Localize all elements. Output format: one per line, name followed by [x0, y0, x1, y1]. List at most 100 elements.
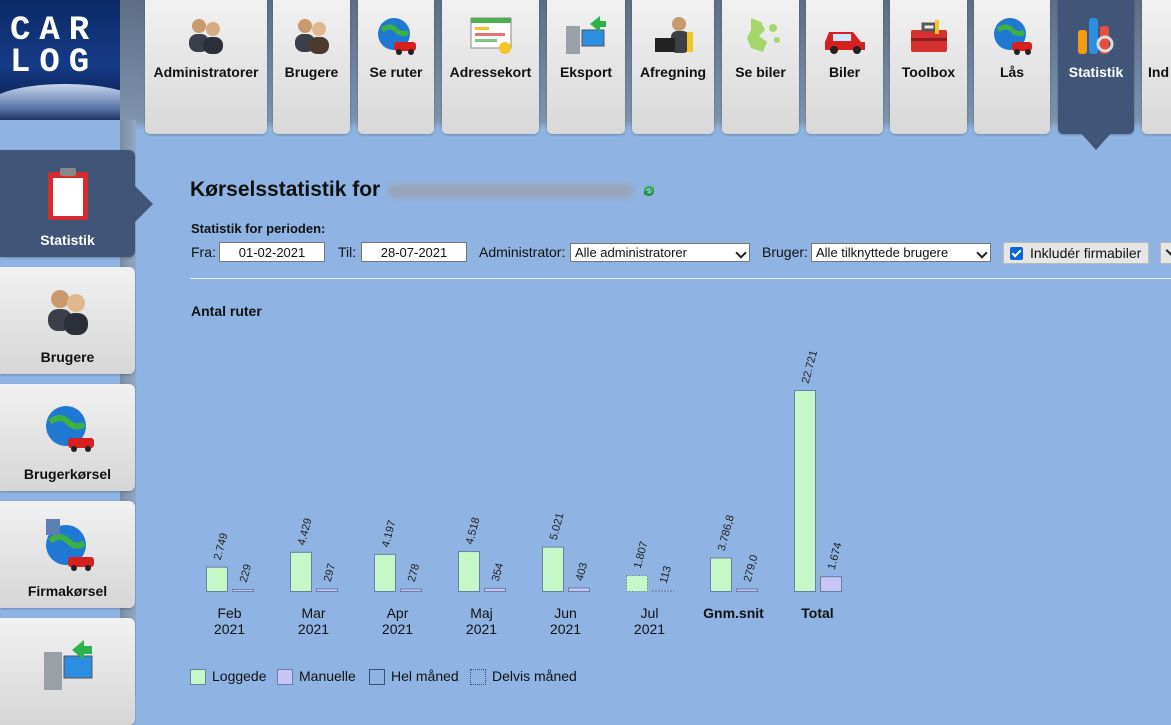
category-year-label: 2021: [634, 621, 665, 637]
legend-label: Loggede: [212, 668, 267, 684]
legend-swatch: [190, 669, 206, 685]
bar-manuelle: [484, 587, 506, 592]
bar-loggede: [458, 551, 480, 593]
tab-brugere[interactable]: Brugere: [273, 0, 350, 134]
legend-swatch: [470, 669, 486, 685]
tab-toolbox[interactable]: Toolbox: [890, 0, 967, 134]
users-icon: [47, 290, 88, 335]
sidebar-item-statistik[interactable]: Statistik: [0, 150, 135, 257]
data-label: 297: [322, 562, 338, 583]
data-label: 4.197: [380, 519, 399, 549]
tab-indstillinger[interactable]: Ind: [1142, 0, 1171, 134]
sidebar-item-label: Firmakørsel: [27, 583, 108, 599]
to-date-input[interactable]: [361, 242, 467, 262]
legend-label: Delvis måned: [492, 668, 577, 684]
tab-se-ruter[interactable]: Se ruter: [358, 0, 434, 134]
tab-label: Se ruter: [369, 64, 423, 80]
category-year-label: 2021: [550, 621, 581, 637]
map-icon: [746, 18, 780, 52]
data-label: 3.786,8: [716, 514, 737, 553]
bar-manuelle: [400, 588, 422, 593]
more-options-button[interactable]: [1160, 242, 1171, 264]
category-label: Mar: [301, 605, 325, 621]
bar-manuelle: [652, 590, 674, 592]
category-label: Apr: [387, 605, 409, 621]
administrator-label: Administrator:: [479, 244, 566, 260]
tab-administratorer[interactable]: Administratorer: [145, 0, 267, 134]
tab-afregning[interactable]: Afregning: [632, 0, 714, 134]
carlog-logo[interactable]: CAR LOG: [0, 0, 120, 120]
sidebar-item-brugerkoersel[interactable]: Brugerkørsel: [0, 384, 135, 491]
bar-chart: 2.749229Feb20214.429297Mar20214.197278Ap…: [206, 349, 845, 637]
tab-label: Eksport: [559, 64, 613, 80]
to-label: Til:: [338, 244, 357, 260]
active-sidebar-pointer: [135, 186, 153, 222]
checkbox-checked-icon[interactable]: [1010, 247, 1023, 260]
address-card-icon: [470, 17, 511, 54]
user-label: Bruger:: [762, 244, 808, 260]
from-date-input[interactable]: [219, 242, 325, 262]
legend-swatch: [277, 669, 293, 685]
export-computer-icon: [43, 640, 92, 690]
bar-loggede: [626, 575, 648, 592]
tab-label: Se biler: [735, 64, 786, 80]
lock-globe-icon: [994, 18, 1032, 55]
administrator-select[interactable]: Alle administratorer: [570, 243, 750, 262]
logo-text-top: CAR: [10, 12, 99, 50]
tab-label: Statistik: [1068, 64, 1124, 80]
category-label: Jun: [554, 605, 577, 621]
user-select[interactable]: Alle tilknyttede brugere: [811, 243, 991, 262]
tab-label: Toolbox: [901, 64, 956, 80]
include-company-cars-label: Inkludér firmabiler: [1030, 245, 1142, 261]
bar-manuelle: [820, 576, 842, 592]
tab-statistik[interactable]: Statistik: [1058, 0, 1134, 134]
redacted-company-name: [388, 184, 634, 198]
active-tab-pointer: [1080, 132, 1112, 150]
data-label: 354: [490, 562, 506, 583]
users-icon: [294, 19, 329, 54]
data-label: 2.749: [212, 532, 231, 562]
sidebar-item-label: Brugerkørsel: [23, 466, 112, 482]
tab-se-biler[interactable]: Se biler: [722, 0, 799, 134]
tab-laas[interactable]: Lås: [974, 0, 1050, 134]
tab-label: Brugere: [284, 64, 339, 80]
data-label: 22.721: [800, 349, 820, 385]
tab-label: Afregning: [639, 64, 707, 80]
data-label: 4.429: [296, 517, 315, 547]
period-label: Statistik for perioden:: [191, 221, 326, 236]
legend-swatch: [369, 669, 385, 685]
user-select-value: Alle tilknyttede brugere: [816, 245, 949, 260]
legend-label: Hel måned: [391, 668, 459, 684]
data-label: 278: [406, 562, 422, 583]
sidebar-item-firmakoersel[interactable]: Firmakørsel: [0, 501, 135, 608]
tab-adressekort[interactable]: Adressekort: [442, 0, 539, 134]
tab-label: Lås: [999, 64, 1025, 80]
category-label: Jul: [641, 605, 659, 621]
admin-users-icon: [189, 19, 223, 54]
bar-manuelle: [232, 588, 254, 593]
car-icon: [824, 32, 865, 54]
tab-biler[interactable]: Biler: [806, 0, 883, 134]
data-label: 4.518: [464, 516, 483, 546]
tab-label: Adressekort: [449, 64, 532, 80]
sidebar-item-label: Statistik: [40, 232, 95, 248]
logo-text-bottom: LOG: [10, 44, 99, 82]
legend-label: Manuelle: [299, 668, 356, 684]
category-year-label: 2021: [298, 621, 329, 637]
bar-manuelle: [568, 587, 590, 592]
page-title: Kørselsstatistik for: [190, 178, 381, 201]
sidebar-item-label: Brugere: [40, 349, 95, 365]
sidebar-item-brugere[interactable]: Brugere: [0, 267, 135, 374]
category-year-label: 2021: [382, 621, 413, 637]
refresh-icon[interactable]: [641, 183, 657, 199]
bar-loggede: [374, 553, 396, 592]
category-label: Total: [801, 605, 833, 621]
bar-loggede: [794, 390, 816, 592]
include-company-cars-toggle[interactable]: Inkludér firmabiler: [1003, 242, 1149, 264]
tab-eksport[interactable]: Eksport: [547, 0, 625, 134]
bar-loggede: [206, 566, 228, 593]
bar-manuelle: [736, 588, 758, 593]
category-label: Feb: [217, 605, 241, 621]
data-label: 1.807: [632, 540, 651, 570]
tab-label: Administratorer: [153, 64, 259, 80]
